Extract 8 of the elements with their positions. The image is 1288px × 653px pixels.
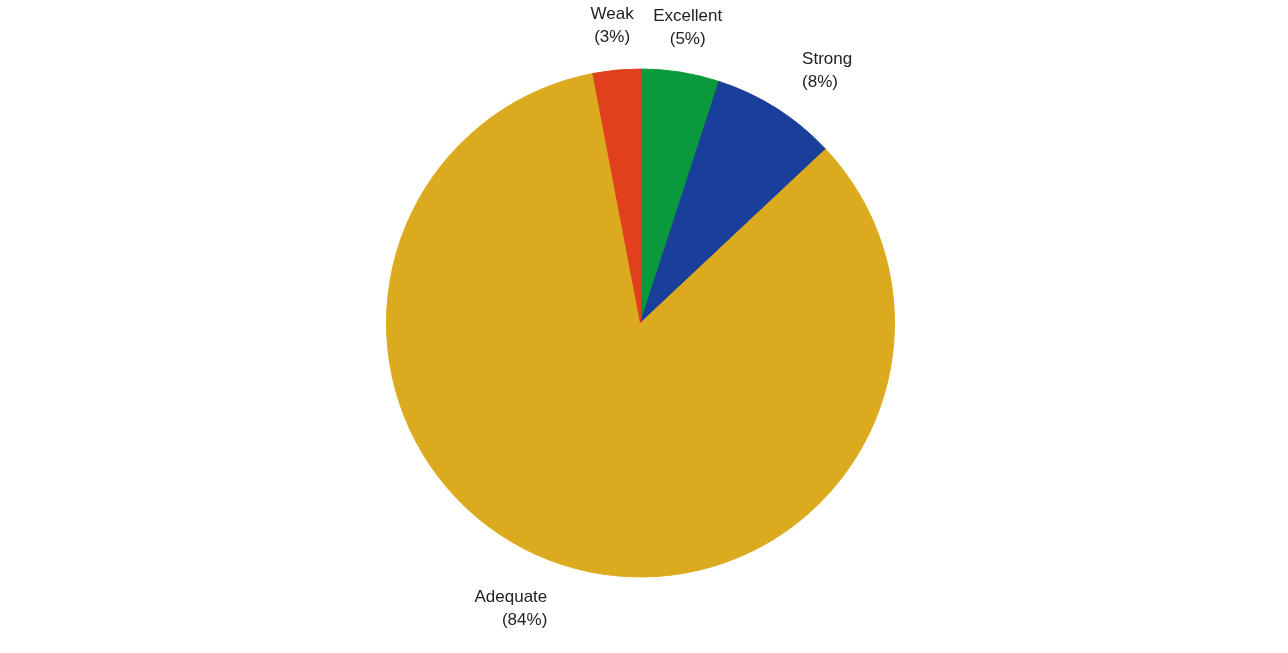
slice-label: Strong [802, 49, 853, 69]
slice-label: Adequate [474, 586, 548, 606]
slice-label: Excellent [653, 6, 723, 26]
data-label: (5%) [669, 29, 706, 49]
data-label: (3%) [594, 26, 631, 46]
data-label: (8%) [802, 72, 839, 92]
slice-label: Weak [590, 4, 635, 24]
data-label: (84%) [501, 609, 548, 629]
